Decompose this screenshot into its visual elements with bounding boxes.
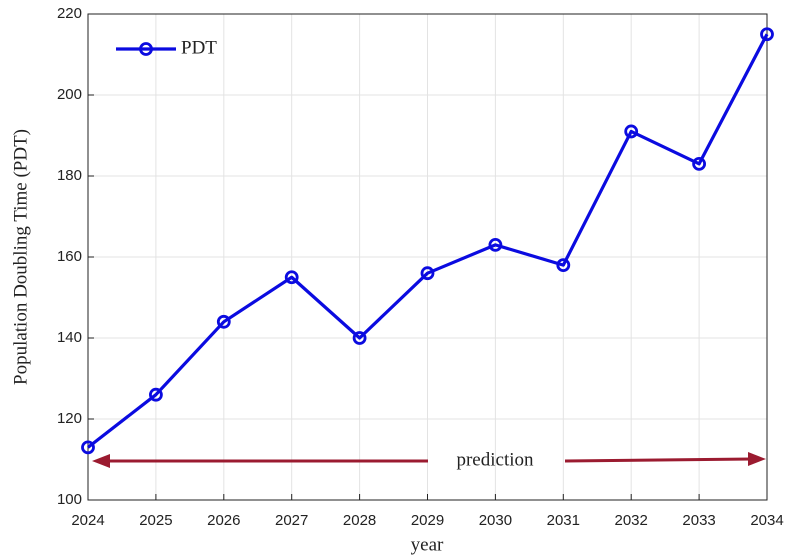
x-tick-label: 2031 bbox=[547, 512, 580, 529]
y-tick-label: 120 bbox=[57, 410, 82, 427]
x-tick-label: 2028 bbox=[343, 512, 376, 529]
arrow-head bbox=[748, 452, 766, 466]
y-tick-label: 180 bbox=[57, 167, 82, 184]
chart: year Population Doubling Time (PDT) 100 1… bbox=[0, 0, 790, 559]
x-tick-label: 2029 bbox=[411, 512, 444, 529]
arrow-head bbox=[92, 454, 110, 468]
annotation: prediction bbox=[456, 449, 534, 470]
y-tick-label: 220 bbox=[57, 5, 82, 22]
x-tick-label: 2027 bbox=[275, 512, 308, 529]
y-tick-label: 100 bbox=[57, 491, 82, 508]
y-axis-label: Population Doubling Time (PDT) bbox=[10, 129, 31, 385]
x-tick-label: 2034 bbox=[750, 512, 783, 529]
y-tick-label: 160 bbox=[57, 248, 82, 265]
x-tick-label: 2024 bbox=[71, 512, 104, 529]
x-tick-label: 2033 bbox=[682, 512, 715, 529]
x-tick-label: 2025 bbox=[139, 512, 172, 529]
annotation-arrow bbox=[565, 459, 752, 461]
y-tick-label: 140 bbox=[57, 329, 82, 346]
x-axis-label: year bbox=[411, 534, 444, 555]
x-tick-label: 2032 bbox=[615, 512, 648, 529]
x-tick-label: 2030 bbox=[479, 512, 512, 529]
x-tick-label: 2026 bbox=[207, 512, 240, 529]
y-tick-label: 200 bbox=[57, 86, 82, 103]
legend-label: PDT bbox=[181, 37, 217, 58]
